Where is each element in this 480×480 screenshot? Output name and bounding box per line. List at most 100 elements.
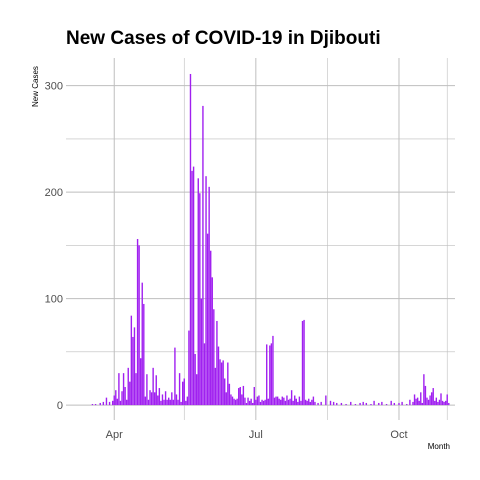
bar bbox=[91, 404, 94, 406]
bar bbox=[336, 402, 338, 406]
bar bbox=[303, 319, 305, 406]
bar bbox=[133, 327, 136, 406]
bar bbox=[437, 401, 439, 406]
bar bbox=[149, 390, 151, 406]
bar bbox=[175, 394, 178, 406]
bar bbox=[132, 336, 134, 406]
bar bbox=[393, 402, 396, 406]
bar bbox=[390, 400, 392, 406]
bar bbox=[373, 400, 375, 406]
bar bbox=[210, 250, 212, 406]
bar bbox=[278, 398, 280, 406]
bar bbox=[275, 396, 277, 406]
bar bbox=[429, 395, 431, 406]
bar bbox=[256, 396, 259, 406]
bars-layer bbox=[91, 73, 450, 406]
bar bbox=[203, 343, 206, 406]
bar bbox=[266, 344, 268, 406]
y-tick-label: 100 bbox=[45, 294, 63, 306]
bar bbox=[434, 400, 436, 406]
bar bbox=[205, 176, 207, 406]
bar bbox=[227, 362, 229, 406]
bar bbox=[241, 394, 243, 406]
bar bbox=[325, 395, 327, 406]
bar bbox=[157, 395, 159, 406]
bar bbox=[119, 400, 122, 406]
bar bbox=[448, 402, 450, 406]
bar bbox=[301, 320, 304, 406]
bar bbox=[136, 239, 139, 406]
bar bbox=[216, 320, 218, 406]
bar bbox=[287, 399, 290, 406]
bar bbox=[255, 399, 257, 406]
bar bbox=[295, 398, 297, 406]
bar bbox=[230, 394, 232, 406]
bar bbox=[245, 402, 248, 406]
bar bbox=[158, 388, 161, 406]
bar bbox=[194, 353, 196, 406]
bar bbox=[200, 298, 203, 406]
bar bbox=[121, 391, 123, 406]
bar bbox=[244, 397, 246, 406]
bar bbox=[446, 394, 448, 406]
bar bbox=[309, 401, 311, 406]
bar bbox=[163, 399, 165, 406]
bar bbox=[329, 400, 332, 406]
bar bbox=[401, 401, 403, 406]
bar bbox=[300, 400, 302, 406]
bar bbox=[130, 315, 133, 406]
bar bbox=[314, 401, 316, 406]
bar bbox=[192, 166, 195, 406]
bar bbox=[306, 400, 308, 406]
bar bbox=[284, 400, 287, 406]
bar bbox=[225, 392, 227, 406]
bar bbox=[160, 400, 162, 406]
bar bbox=[150, 392, 153, 406]
bar bbox=[99, 402, 101, 406]
bar bbox=[398, 402, 400, 406]
bar bbox=[214, 367, 217, 406]
bar bbox=[144, 396, 147, 406]
bar bbox=[420, 392, 422, 406]
bar bbox=[370, 404, 372, 406]
bar bbox=[164, 391, 167, 406]
bar bbox=[415, 398, 417, 406]
bar bbox=[289, 398, 291, 406]
bar bbox=[186, 396, 189, 406]
bar bbox=[155, 375, 157, 406]
bar bbox=[267, 398, 269, 406]
bar bbox=[127, 367, 129, 406]
bar bbox=[177, 399, 179, 406]
bar bbox=[171, 392, 173, 406]
bar bbox=[102, 401, 105, 406]
bar bbox=[111, 400, 114, 406]
y-axis-title: New Cases bbox=[31, 66, 40, 107]
bar bbox=[262, 400, 265, 406]
bar bbox=[248, 400, 251, 406]
bar bbox=[247, 397, 249, 406]
bar bbox=[340, 402, 343, 406]
bar bbox=[362, 401, 364, 406]
x-tick-label: Jul bbox=[249, 429, 263, 441]
bar bbox=[116, 398, 119, 406]
bar bbox=[211, 277, 213, 406]
bar bbox=[423, 374, 425, 406]
bar bbox=[238, 388, 240, 406]
bar bbox=[125, 399, 128, 406]
bar bbox=[441, 400, 444, 406]
bar bbox=[273, 397, 276, 406]
bar bbox=[118, 373, 120, 406]
y-tick-label: 200 bbox=[45, 187, 63, 199]
bar bbox=[426, 397, 428, 406]
bar bbox=[412, 401, 414, 406]
bar bbox=[122, 373, 125, 406]
bar bbox=[135, 373, 137, 406]
bar bbox=[317, 402, 319, 406]
bar bbox=[166, 399, 168, 406]
bar bbox=[443, 401, 445, 406]
bar bbox=[105, 397, 108, 406]
bar bbox=[264, 399, 266, 406]
bar bbox=[292, 400, 294, 406]
